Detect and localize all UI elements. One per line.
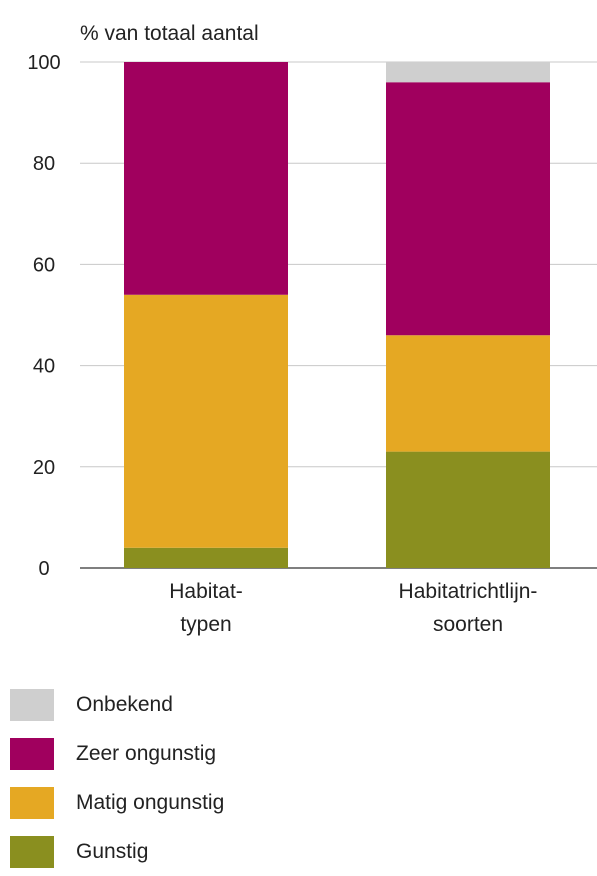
- legend-item: Onbekend: [10, 680, 224, 729]
- bar-segment: [386, 451, 550, 568]
- stacked-bar-chart: % van totaal aantal 0 20 40 60 80 100 Habitat…: [27, 22, 597, 636]
- x-tick-label: Habitat-: [169, 580, 243, 603]
- legend-item: Zeer ongunstig: [10, 729, 224, 778]
- y-tick-label: 80: [33, 153, 55, 175]
- y-tick-label: 20: [33, 457, 55, 479]
- x-tick-labels: Habitat-typen Habitatrichtlijn-soorten: [169, 580, 537, 636]
- bar-segment: [386, 82, 550, 336]
- x-tick-label: soorten: [433, 613, 503, 636]
- y-tick-label: 100: [27, 52, 60, 74]
- legend: Onbekend Zeer ongunstig Matig ongunstig Gun…: [10, 680, 224, 876]
- legend-label: Matig ongunstig: [76, 790, 225, 814]
- bar-segment: [386, 62, 550, 83]
- y-tick-labels: 0 20 40 60 80 100: [27, 52, 60, 580]
- legend-item: Matig ongunstig: [10, 778, 224, 827]
- y-tick-label: 60: [33, 254, 55, 276]
- bars: [124, 62, 550, 568]
- legend-label: Gunstig: [76, 839, 149, 863]
- legend-swatch: [10, 835, 54, 868]
- bar-segment: [124, 62, 288, 295]
- x-tick-label: typen: [180, 613, 231, 636]
- x-tick-label: Habitatrichtlijn-: [399, 580, 538, 603]
- legend-swatch: [10, 688, 54, 721]
- y-axis-label: % van totaal aantal: [80, 22, 259, 45]
- bar-segment: [124, 294, 288, 548]
- legend-item: Gunstig: [10, 827, 224, 876]
- legend-label: Zeer ongunstig: [76, 741, 217, 765]
- y-tick-label: 40: [33, 356, 55, 378]
- legend-label: Onbekend: [76, 692, 173, 716]
- y-tick-label: 0: [38, 558, 49, 580]
- bar-segment: [124, 547, 288, 568]
- bar-segment: [386, 335, 550, 452]
- legend-swatch: [10, 737, 54, 770]
- legend-swatch: [10, 786, 54, 819]
